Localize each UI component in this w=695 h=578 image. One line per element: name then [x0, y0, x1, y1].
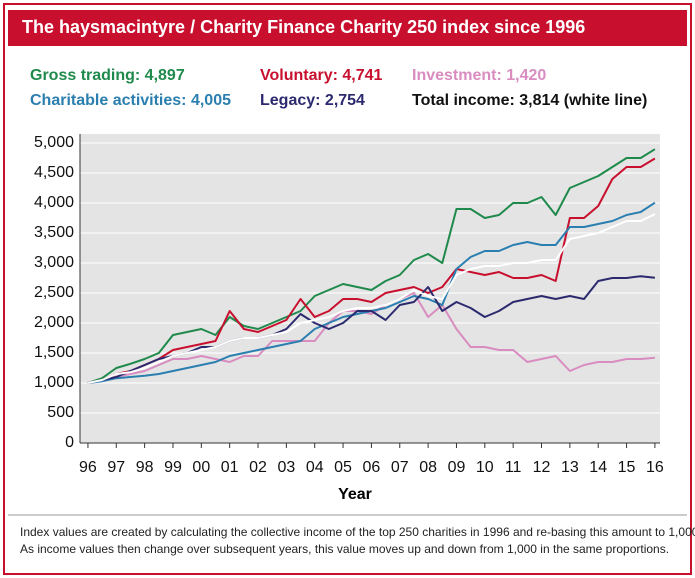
x-tick-label: 02: [249, 459, 267, 476]
x-tick-label: 07: [391, 459, 409, 476]
x-tick-label: 16: [646, 459, 664, 476]
x-tick-label: 11: [505, 459, 522, 476]
x-tick-label: 08: [419, 459, 437, 476]
y-tick-label: 2,500: [34, 284, 74, 301]
x-tick-label: 97: [107, 459, 125, 476]
footnote: Index values are created by calculating …: [20, 525, 695, 539]
plot-area: [80, 134, 660, 443]
x-tick-label: 09: [448, 459, 466, 476]
series-line: [87, 157, 656, 384]
x-tick-label: 98: [136, 459, 154, 476]
y-tick-label: 3,500: [34, 224, 74, 241]
x-tick-label: 00: [192, 459, 210, 476]
legend-label: Total income: 3,814 (white line): [412, 92, 647, 109]
series-line: [87, 292, 655, 384]
y-tick-label: 1,500: [34, 344, 74, 361]
x-axis-label: Year: [338, 486, 372, 503]
x-tick-label: 04: [306, 459, 324, 476]
y-tick-label: 4,000: [34, 194, 74, 211]
x-tick-label: 12: [533, 459, 551, 476]
series-line: [87, 213, 656, 384]
x-tick-label: 05: [334, 459, 352, 476]
title-bar: [8, 10, 687, 46]
series-line: [87, 148, 656, 384]
x-tick-label: 10: [476, 459, 494, 476]
x-tick-label: 14: [589, 459, 607, 476]
x-tick-label: 06: [363, 459, 381, 476]
legend-label: Gross trading: 4,897: [30, 67, 185, 84]
legend-label: Charitable activities: 4,005: [30, 92, 231, 109]
y-tick-label: 0: [65, 434, 74, 451]
x-tick-label: 15: [618, 459, 636, 476]
x-tick-label: 01: [221, 459, 239, 476]
y-tick-label: 5,000: [34, 134, 74, 151]
legend-label: Legacy: 2,754: [260, 92, 365, 109]
x-tick-label: 96: [79, 459, 97, 476]
legend-label: Voluntary: 4,741: [260, 67, 383, 84]
y-tick-label: 2,000: [34, 314, 74, 331]
chart-title: The haysmacintyre / Charity Finance Char…: [22, 17, 585, 37]
y-tick-label: 3,000: [34, 254, 74, 271]
y-tick-label: 500: [47, 404, 74, 421]
legend-label: Investment: 1,420: [412, 67, 546, 84]
x-tick-label: 03: [277, 459, 295, 476]
footnote: As income values then change over subseq…: [20, 542, 669, 556]
y-tick-label: 1,000: [34, 374, 74, 391]
x-tick-label: 13: [561, 459, 579, 476]
x-tick-label: 99: [164, 459, 182, 476]
y-tick-label: 4,500: [34, 164, 74, 181]
